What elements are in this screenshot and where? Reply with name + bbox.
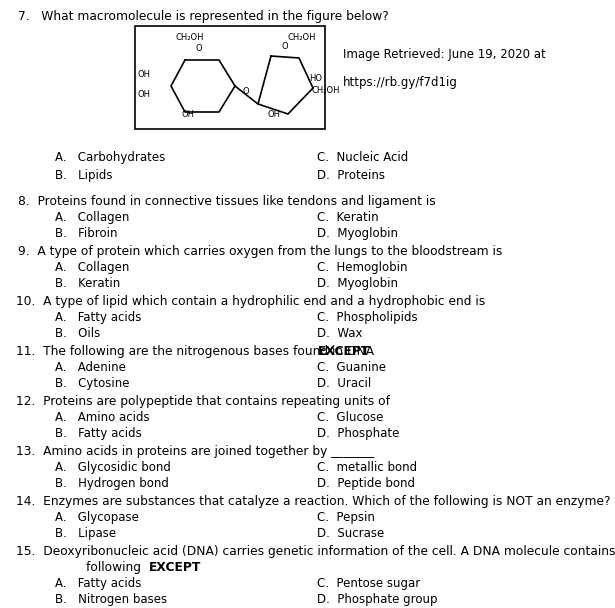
Text: A.   Glycosidic bond: A. Glycosidic bond bbox=[55, 461, 171, 474]
Text: C.  Pentose sugar: C. Pentose sugar bbox=[317, 577, 420, 590]
Text: D.  Myoglobin: D. Myoglobin bbox=[317, 227, 398, 240]
Text: 8.  Proteins found in connective tissues like tendons and ligament is: 8. Proteins found in connective tissues … bbox=[18, 195, 436, 208]
Text: B.   Lipids: B. Lipids bbox=[55, 169, 113, 182]
Text: O: O bbox=[242, 87, 249, 96]
Text: D.  Phosphate group: D. Phosphate group bbox=[317, 593, 437, 606]
Text: OH: OH bbox=[268, 110, 281, 119]
Text: B.   Fibroin: B. Fibroin bbox=[55, 227, 117, 240]
Text: C.  Glucose: C. Glucose bbox=[317, 411, 383, 424]
Text: B.   Keratin: B. Keratin bbox=[55, 277, 121, 290]
Text: EXCEPT: EXCEPT bbox=[317, 345, 370, 358]
Text: C.  Nucleic Acid: C. Nucleic Acid bbox=[317, 151, 408, 164]
Text: A.   Adenine: A. Adenine bbox=[55, 361, 126, 374]
Text: 14.  Enzymes are substances that catalyze a reaction. Which of the following is : 14. Enzymes are substances that catalyze… bbox=[16, 495, 611, 508]
Text: D.  Uracil: D. Uracil bbox=[317, 377, 371, 390]
Text: following: following bbox=[55, 561, 145, 574]
Text: 11.  The following are the nitrogenous bases found in DNA: 11. The following are the nitrogenous ba… bbox=[16, 345, 378, 358]
Text: CH₂OH: CH₂OH bbox=[288, 33, 317, 42]
Text: C.  Phospholipids: C. Phospholipids bbox=[317, 311, 418, 324]
Text: A.   Collagen: A. Collagen bbox=[55, 261, 129, 274]
Text: CH₂OH: CH₂OH bbox=[311, 86, 339, 95]
Text: B.   Cytosine: B. Cytosine bbox=[55, 377, 130, 390]
Text: HO: HO bbox=[309, 74, 322, 83]
Text: 13.  Amino acids in proteins are joined together by _______: 13. Amino acids in proteins are joined t… bbox=[16, 445, 374, 458]
Text: D.  Wax: D. Wax bbox=[317, 327, 362, 340]
Text: A.   Glycopase: A. Glycopase bbox=[55, 511, 139, 524]
Text: B.   Fatty acids: B. Fatty acids bbox=[55, 427, 141, 440]
Text: Image Retrieved: June 19, 2020 at: Image Retrieved: June 19, 2020 at bbox=[343, 48, 546, 61]
Text: C.  Pepsin: C. Pepsin bbox=[317, 511, 375, 524]
Text: D.  Myoglobin: D. Myoglobin bbox=[317, 277, 398, 290]
Text: OH: OH bbox=[138, 90, 151, 99]
Text: O: O bbox=[282, 42, 288, 51]
Text: B.   Lipase: B. Lipase bbox=[55, 527, 116, 540]
Text: EXCEPT: EXCEPT bbox=[149, 561, 201, 574]
Text: 9.  A type of protein which carries oxygen from the lungs to the bloodstream is: 9. A type of protein which carries oxyge… bbox=[18, 245, 502, 258]
Text: 7.   What macromolecule is represented in the figure below?: 7. What macromolecule is represented in … bbox=[18, 10, 389, 23]
Text: https://rb.gy/f7d1ig: https://rb.gy/f7d1ig bbox=[343, 76, 458, 89]
Text: D.  Sucrase: D. Sucrase bbox=[317, 527, 384, 540]
Text: 15.  Deoxyribonucleic acid (DNA) carries genetic information of the cell. A DNA : 15. Deoxyribonucleic acid (DNA) carries … bbox=[16, 545, 615, 558]
Text: A.   Carbohydrates: A. Carbohydrates bbox=[55, 151, 165, 164]
Text: O: O bbox=[196, 44, 202, 53]
Text: A.   Amino acids: A. Amino acids bbox=[55, 411, 149, 424]
Text: OH: OH bbox=[138, 70, 151, 79]
Text: C.  Hemoglobin: C. Hemoglobin bbox=[317, 261, 407, 274]
Text: CH₂OH: CH₂OH bbox=[175, 33, 204, 42]
Text: A.   Collagen: A. Collagen bbox=[55, 211, 129, 224]
Text: 12.  Proteins are polypeptide that contains repeating units of: 12. Proteins are polypeptide that contai… bbox=[16, 395, 390, 408]
Text: A.   Fatty acids: A. Fatty acids bbox=[55, 577, 141, 590]
Text: 10.  A type of lipid which contain a hydrophilic end and a hydrophobic end is: 10. A type of lipid which contain a hydr… bbox=[16, 295, 485, 308]
Text: C.  Keratin: C. Keratin bbox=[317, 211, 378, 224]
Text: OH: OH bbox=[181, 110, 194, 119]
Text: C.  metallic bond: C. metallic bond bbox=[317, 461, 417, 474]
Bar bbox=[135, 26, 325, 129]
Text: D.  Phosphate: D. Phosphate bbox=[317, 427, 399, 440]
Text: B.   Oils: B. Oils bbox=[55, 327, 100, 340]
Text: D.  Peptide bond: D. Peptide bond bbox=[317, 477, 415, 490]
Text: C.  Guanine: C. Guanine bbox=[317, 361, 386, 374]
Text: D.  Proteins: D. Proteins bbox=[317, 169, 385, 182]
Text: B.   Nitrogen bases: B. Nitrogen bases bbox=[55, 593, 167, 606]
Text: B.   Hydrogen bond: B. Hydrogen bond bbox=[55, 477, 169, 490]
Text: A.   Fatty acids: A. Fatty acids bbox=[55, 311, 141, 324]
